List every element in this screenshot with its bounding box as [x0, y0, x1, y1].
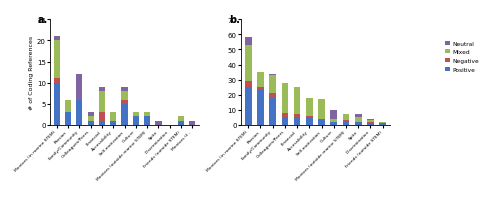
Bar [306, 118, 312, 125]
Bar [88, 121, 94, 125]
Bar [294, 115, 300, 118]
Bar [257, 89, 264, 125]
Bar [270, 76, 276, 94]
Bar [294, 88, 300, 115]
Bar [330, 122, 337, 125]
Text: b.: b. [229, 15, 240, 25]
Bar [367, 119, 374, 121]
Legend: Neutral, Mixed, Negative, Positive: Neutral, Mixed, Negative, Positive [444, 42, 480, 72]
Bar [306, 116, 312, 118]
Bar [245, 82, 252, 88]
Bar [122, 87, 128, 92]
Bar [257, 88, 264, 89]
Bar [270, 94, 276, 98]
Bar [380, 122, 386, 124]
Bar [282, 118, 288, 125]
Bar [318, 119, 325, 121]
Bar [306, 98, 312, 116]
Bar [122, 104, 128, 125]
Bar [245, 46, 252, 82]
Bar [330, 119, 337, 122]
Bar [54, 79, 60, 83]
Bar [367, 121, 374, 122]
Bar [99, 113, 105, 121]
Bar [318, 100, 325, 119]
Text: a.: a. [38, 15, 48, 25]
Bar [65, 113, 71, 125]
Bar [367, 122, 374, 124]
Bar [54, 83, 60, 125]
Bar [178, 121, 184, 125]
Bar [245, 38, 252, 46]
Bar [245, 88, 252, 125]
Bar [88, 117, 94, 121]
Bar [342, 122, 349, 125]
Bar [156, 121, 162, 125]
Bar [367, 124, 374, 125]
Bar [257, 73, 264, 88]
Bar [282, 113, 288, 118]
Bar [122, 100, 128, 104]
Bar [144, 117, 150, 125]
Bar [144, 113, 150, 117]
Bar [133, 117, 139, 125]
Bar [342, 115, 349, 121]
Y-axis label: # of Coding References: # of Coding References [29, 36, 34, 110]
Bar [294, 118, 300, 125]
Bar [110, 113, 116, 121]
Bar [65, 100, 71, 113]
Bar [99, 92, 105, 113]
Bar [355, 122, 362, 125]
Bar [54, 37, 60, 41]
Bar [282, 83, 288, 113]
Bar [330, 110, 337, 119]
Bar [380, 124, 386, 125]
Bar [355, 115, 362, 118]
Bar [99, 121, 105, 125]
Bar [88, 113, 94, 117]
Bar [76, 100, 82, 125]
Bar [189, 121, 196, 125]
Bar [355, 118, 362, 122]
Bar [133, 113, 139, 117]
Bar [54, 41, 60, 79]
Bar [178, 117, 184, 121]
Bar [99, 87, 105, 92]
Bar [76, 75, 82, 100]
Bar [270, 74, 276, 76]
Bar [122, 92, 128, 100]
Bar [270, 98, 276, 125]
Bar [110, 121, 116, 125]
Bar [342, 121, 349, 122]
Bar [318, 121, 325, 125]
